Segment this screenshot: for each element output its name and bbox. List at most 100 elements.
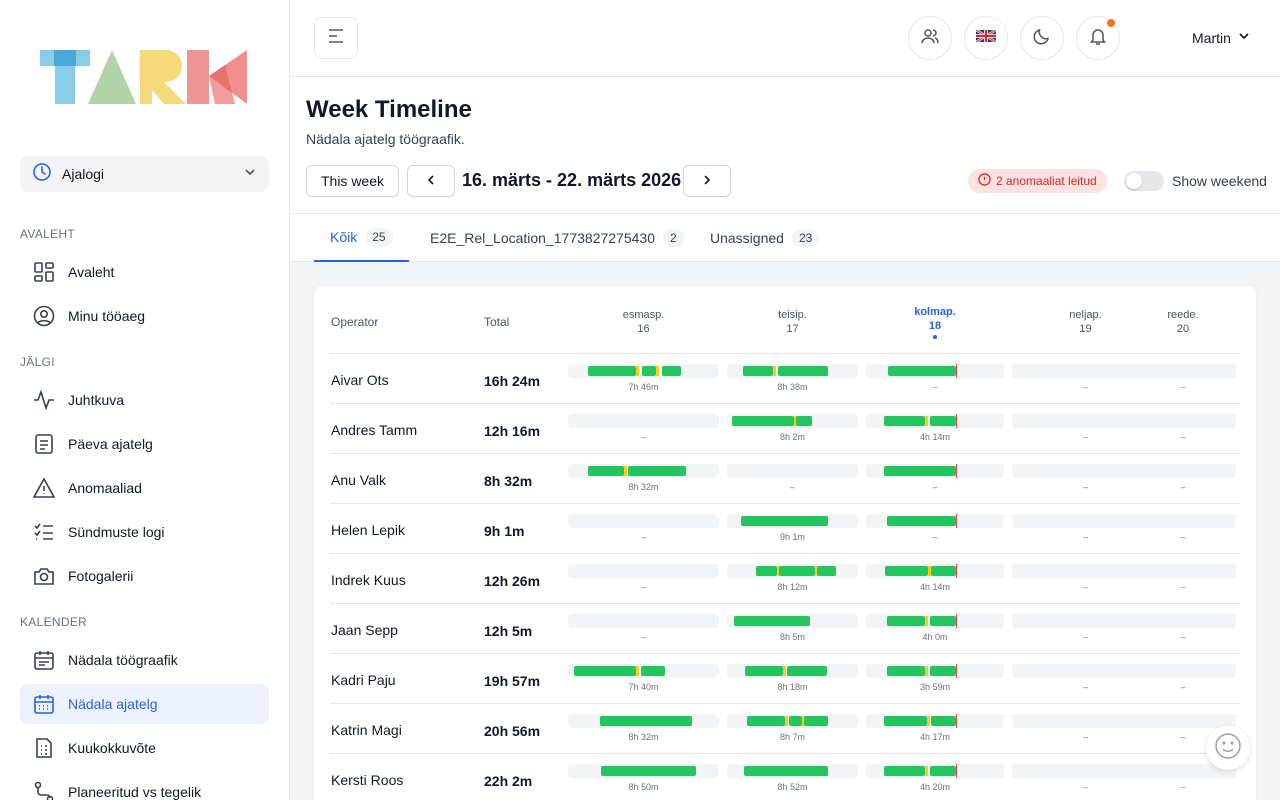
work-segment[interactable] bbox=[642, 366, 656, 376]
day-timeline-track[interactable] bbox=[1012, 414, 1159, 428]
table-row[interactable]: Andres Tamm 12h 16m – 8h 2m 4h 14m – – bbox=[314, 404, 1256, 454]
nav-item-anomaaliad[interactable]: Anomaaliad bbox=[20, 468, 269, 508]
work-segment[interactable] bbox=[883, 766, 926, 776]
tab-koik[interactable]: Kõik 25 bbox=[314, 214, 409, 262]
work-segment[interactable] bbox=[742, 366, 773, 376]
day-timeline-track[interactable] bbox=[568, 514, 719, 528]
day-timeline-track[interactable] bbox=[1130, 564, 1236, 578]
nav-item-avaleht[interactable]: Avaleht bbox=[20, 252, 269, 292]
table-row[interactable]: Indrek Kuus 12h 26m – 8h 12m 4h 14m – – bbox=[314, 554, 1256, 604]
work-segment[interactable] bbox=[885, 566, 929, 576]
day-timeline-track[interactable] bbox=[568, 764, 719, 778]
operator-name[interactable]: Kersti Roos bbox=[331, 772, 404, 788]
day-timeline-track[interactable] bbox=[727, 764, 858, 778]
table-row[interactable]: Kersti Roos 22h 2m 8h 50m 8h 52m 4h 20m – – bbox=[314, 754, 1256, 800]
work-segment[interactable] bbox=[746, 716, 785, 726]
tab-unassigned[interactable]: Unassigned 23 bbox=[710, 214, 820, 262]
menu-toggle-button[interactable] bbox=[314, 17, 358, 59]
work-segment[interactable] bbox=[574, 666, 636, 676]
chat-widget-button[interactable] bbox=[1206, 726, 1250, 770]
day-timeline-track[interactable] bbox=[1012, 514, 1159, 528]
work-segment[interactable] bbox=[661, 366, 682, 376]
work-segment[interactable] bbox=[929, 766, 956, 776]
users-button[interactable] bbox=[908, 16, 952, 60]
work-segment[interactable] bbox=[888, 366, 956, 376]
day-timeline-track[interactable] bbox=[1012, 714, 1159, 728]
day-timeline-track[interactable] bbox=[1012, 664, 1159, 678]
work-segment[interactable] bbox=[587, 466, 624, 476]
operator-name[interactable]: Andres Tamm bbox=[331, 422, 418, 438]
table-row[interactable]: Jaan Sepp 12h 5m – 8h 5m 4h 0m – – bbox=[314, 604, 1256, 654]
nav-item-planeeritud-vs-tegelik[interactable]: Planeeritud vs tegelik bbox=[20, 772, 269, 800]
operator-name[interactable]: Helen Lepik bbox=[331, 522, 405, 538]
work-segment[interactable] bbox=[883, 466, 956, 476]
day-timeline-track[interactable] bbox=[568, 414, 719, 428]
nav-item-sundmuste-logi[interactable]: Sündmuste logi bbox=[20, 512, 269, 552]
show-weekend-toggle[interactable] bbox=[1124, 171, 1164, 191]
day-timeline-track[interactable] bbox=[1012, 464, 1159, 478]
work-segment[interactable] bbox=[930, 716, 956, 726]
day-timeline-track[interactable] bbox=[727, 714, 858, 728]
work-segment[interactable] bbox=[796, 416, 813, 426]
operator-name[interactable]: Katrin Magi bbox=[331, 722, 402, 738]
notifications-button[interactable] bbox=[1076, 16, 1120, 60]
day-timeline-track[interactable] bbox=[1130, 714, 1236, 728]
tark-logo[interactable] bbox=[40, 48, 250, 104]
nav-item-minu-tooaeg[interactable]: Minu tööaeg bbox=[20, 296, 269, 336]
nav-item-kuukokkuvote[interactable]: Kuukokkuvõte bbox=[20, 728, 269, 768]
day-timeline-track[interactable] bbox=[1012, 614, 1159, 628]
work-segment[interactable] bbox=[628, 466, 686, 476]
day-timeline-track[interactable] bbox=[727, 364, 858, 378]
work-segment[interactable] bbox=[755, 566, 777, 576]
table-row[interactable]: Katrin Magi 20h 56m 8h 32m 8h 7m 4h 17m – – bbox=[314, 704, 1256, 754]
table-row[interactable]: Anu Valk 8h 32m 8h 32m – – – – bbox=[314, 454, 1256, 504]
next-week-button[interactable] bbox=[683, 165, 731, 197]
day-timeline-track[interactable] bbox=[727, 564, 858, 578]
day-timeline-track[interactable] bbox=[1130, 614, 1236, 628]
operator-name[interactable]: Kadri Paju bbox=[331, 672, 396, 688]
prev-week-button[interactable] bbox=[407, 165, 455, 197]
this-week-button[interactable]: This week bbox=[306, 165, 399, 197]
work-segment[interactable] bbox=[788, 716, 802, 726]
work-segment[interactable] bbox=[733, 616, 810, 626]
work-segment[interactable] bbox=[599, 716, 692, 726]
nav-item-juhtkuva[interactable]: Juhtkuva bbox=[20, 380, 269, 420]
work-segment[interactable] bbox=[930, 566, 956, 576]
day-timeline-track[interactable] bbox=[727, 614, 858, 628]
nav-item-fotogalerii[interactable]: Fotogalerii bbox=[20, 556, 269, 596]
day-timeline-track[interactable] bbox=[568, 714, 719, 728]
day-timeline-track[interactable] bbox=[1130, 764, 1236, 778]
tab-e2e-location[interactable]: E2E_Rel_Location_1773827275430 2 bbox=[430, 214, 684, 262]
theme-toggle-button[interactable] bbox=[1020, 16, 1064, 60]
work-segment[interactable] bbox=[929, 616, 956, 626]
work-segment[interactable] bbox=[804, 716, 828, 726]
user-menu[interactable]: Martin bbox=[1192, 29, 1251, 46]
nav-item-nadala-toograafik[interactable]: Nädala töögraafik bbox=[20, 640, 269, 680]
day-timeline-track[interactable] bbox=[568, 464, 719, 478]
operator-name[interactable]: Anu Valk bbox=[331, 472, 386, 488]
work-segment[interactable] bbox=[745, 666, 784, 676]
day-timeline-track[interactable] bbox=[1130, 464, 1236, 478]
work-segment[interactable] bbox=[883, 716, 927, 726]
day-timeline-track[interactable] bbox=[568, 614, 719, 628]
anomalies-badge[interactable]: 2 anomaaliat leitud bbox=[968, 169, 1107, 193]
day-timeline-track[interactable] bbox=[727, 664, 858, 678]
day-timeline-track[interactable] bbox=[1130, 414, 1236, 428]
operator-name[interactable]: Jaan Sepp bbox=[331, 622, 398, 638]
day-timeline-track[interactable] bbox=[866, 414, 1004, 428]
work-segment[interactable] bbox=[886, 666, 926, 676]
table-row[interactable]: Helen Lepik 9h 1m – 9h 1m – – – bbox=[314, 504, 1256, 554]
nav-item-paeva-ajatelg[interactable]: Päeva ajatelg bbox=[20, 424, 269, 464]
day-timeline-track[interactable] bbox=[866, 714, 1004, 728]
operator-name[interactable]: Aivar Ots bbox=[331, 372, 389, 388]
work-segment[interactable] bbox=[817, 566, 836, 576]
work-segment[interactable] bbox=[883, 416, 926, 426]
day-timeline-track[interactable] bbox=[568, 664, 719, 678]
day-timeline-track[interactable] bbox=[1130, 514, 1236, 528]
day-timeline-track[interactable] bbox=[1012, 764, 1159, 778]
work-segment[interactable] bbox=[929, 666, 956, 676]
day-timeline-track[interactable] bbox=[568, 364, 719, 378]
day-timeline-track[interactable] bbox=[727, 514, 858, 528]
work-segment[interactable] bbox=[741, 516, 828, 526]
work-segment[interactable] bbox=[732, 416, 794, 426]
